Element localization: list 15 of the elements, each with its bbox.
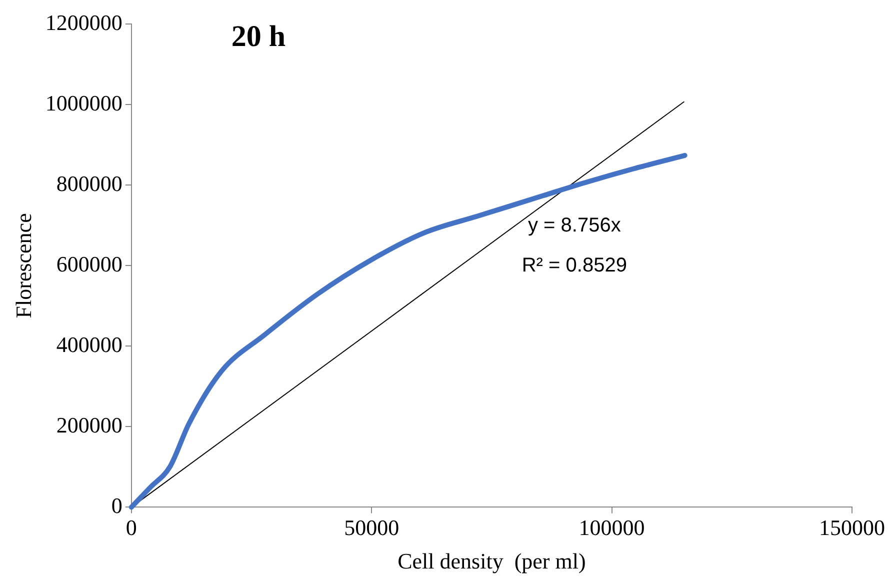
x-tick-label: 150000 — [819, 515, 885, 540]
x-axis-title: Cell density (per ml) — [398, 548, 586, 574]
x-tick-label: 50000 — [344, 515, 400, 540]
annotation: R² = 0.8529 — [522, 254, 627, 277]
annotation: y = 8.756x — [528, 214, 621, 237]
chart-title: 20 h — [231, 20, 286, 53]
y-tick-label: 1200000 — [45, 10, 122, 35]
x-tick-label: 100000 — [578, 515, 645, 540]
y-tick-label: 400000 — [56, 332, 122, 357]
y-tick-label: 600000 — [56, 251, 122, 276]
y-tick-label: 200000 — [56, 412, 122, 438]
y-tick-label: 1000000 — [45, 90, 122, 116]
y-axis-title: Florescence — [10, 213, 36, 318]
y-tick-label: 800000 — [56, 170, 122, 196]
y-tick-label: 0 — [111, 492, 122, 518]
